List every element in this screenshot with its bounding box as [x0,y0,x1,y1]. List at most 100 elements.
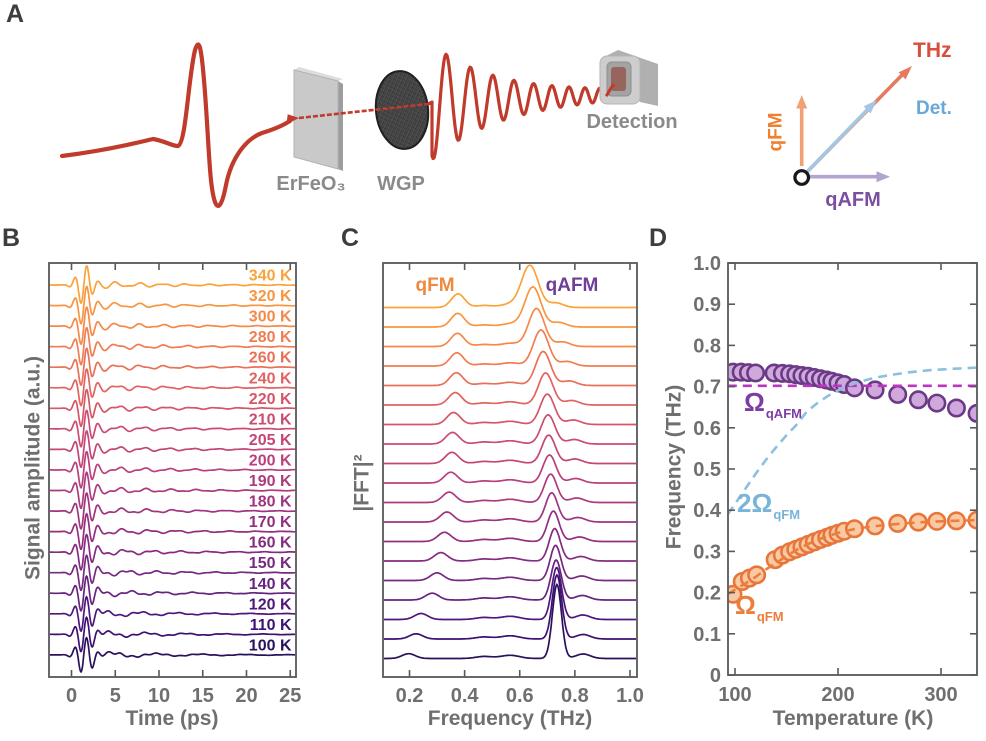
x-tick-label: 10 [148,685,170,707]
trace-temp-label: 160 K [249,535,292,552]
signal-trace [49,574,296,612]
signal-trace [49,388,296,428]
trace-temp-label: 320 K [249,288,292,305]
trace-temp-label: 210 K [249,411,292,428]
wgp-polarizer [374,70,430,150]
panel-label-c: C [341,224,360,252]
spectrum-trace [384,329,636,367]
omega-qfm-base: Ω [735,590,756,620]
y-tick-label: 0.6 [693,418,721,440]
signal-trace [49,471,296,510]
x-tick-label: 0.6 [506,685,534,707]
trace-temp-label: 100 K [249,637,292,654]
trace-temp-label: 220 K [249,391,292,408]
trace-temp-label: 200 K [249,452,292,469]
panel-b-frame [48,262,297,678]
two-omega-qfm-sub: qFM [773,507,801,522]
Omega_qFM_data-series [728,510,977,604]
x-tick-label: 0 [66,685,77,707]
signal-trace [49,492,296,530]
signal-trace [49,285,296,325]
panel-c-background [383,263,637,677]
two_Omega_qFM_fit-line [728,366,977,516]
panel-b-xlabel: Time (ps) [125,707,219,730]
spectrum-trace [384,285,636,328]
y-tick-label: 0 [710,665,721,687]
signal-trace [49,306,296,345]
chirped-wave [427,52,608,161]
sample-plate-side-face [338,81,343,171]
qafm-peak-label: qAFM [545,275,599,296]
trace-temp-label: 120 K [249,596,292,613]
panel-label-a: A [6,0,25,28]
panel-c-frame [382,262,638,678]
signal-trace [49,533,296,571]
spectrum-trace [384,558,636,601]
beam-line [298,102,429,120]
omega-qfm-sub: qFM [756,609,784,624]
spectrum-trace [384,544,636,582]
y-tick-label: 0.2 [693,583,721,605]
thz-vector-label: THz [913,39,952,62]
x-tick-label: 5 [110,685,121,707]
qafm-data-point [844,378,864,398]
panel-c-traces [384,264,636,660]
omega-qfm-annotation: ΩqFM [735,590,784,623]
x-tick-label: 0.8 [561,685,589,707]
x-tick-label: 25 [279,685,301,707]
x-tick-label: 20 [235,685,257,707]
qfm-vector-arrowhead [796,95,808,109]
panel-c-chart: 0.2 0.4 0.6 0.8 1.0 [382,262,644,707]
signal-trace [49,368,296,407]
signal-trace [49,430,296,469]
trace-temp-label: 340 K [249,268,292,285]
sample-plate-top-face [294,67,343,81]
trace-temp-label: 170 K [249,514,292,531]
panel-b-ylabel: Signal amplitude (a.u.) [21,355,45,581]
y-tick-label: 0.8 [693,335,721,357]
signal-trace [49,616,296,653]
x-tick-label: 1.0 [616,685,644,707]
trace-temp-label: 240 K [249,370,292,387]
x-tick-label: 200 [821,684,854,706]
panel-label-b: B [2,224,21,252]
trace-temp-label: 180 K [249,494,292,511]
x-tick-label: 300 [924,684,957,706]
qafm-vector-arrowhead [876,171,890,183]
panel-a-illustration [59,42,912,208]
x-tick-label: 15 [192,685,214,707]
panel-d-frame [727,262,978,676]
panel-d-chart: 100 200 300 0 0.1 0.2 0.3 0.4 0.5 0.6 0.7 0.8 0.9 1.0 [693,253,978,706]
sample-label: ErFeO₃ [276,173,346,195]
spectrum-trace [384,307,636,348]
qafm-vector-label: qAFM [825,189,881,211]
y-tick-label: 0.4 [693,500,722,522]
spectrum-trace [384,492,636,523]
trace-temp-label: 150 K [249,555,292,572]
qafm-data-point [908,390,928,410]
y-tick-label: 0.9 [693,294,721,316]
spectrum-trace [384,582,636,660]
spectrum-trace [384,393,636,426]
det-vector [804,106,871,175]
spectrum-trace [384,434,636,465]
trace-temp-label: 190 K [249,473,292,490]
panel-c-ylabel: |FFT|² [350,454,374,512]
x-tick-label: 0.2 [396,685,424,707]
vector-diagram [793,66,912,186]
qafm-data-point [746,363,766,383]
omega-qafm-sub: qAFM [765,406,802,421]
signal-trace [49,265,296,305]
qafm-data-point [888,384,908,404]
detection-label: Detection [586,111,678,133]
two-omega-qfm-annotation: 2ΩqFM [737,490,800,521]
Omega_qFM_fit-line [728,518,977,596]
trace-temp-label: 205 K [249,432,292,449]
y-tick-label: 0.1 [693,624,721,646]
spectrum-trace [384,510,636,543]
det-vector-arrowhead [863,100,877,114]
qafm-data-point [927,393,947,413]
thz-pulse-waveform [59,42,293,208]
y-tick-label: 0.5 [693,459,721,481]
